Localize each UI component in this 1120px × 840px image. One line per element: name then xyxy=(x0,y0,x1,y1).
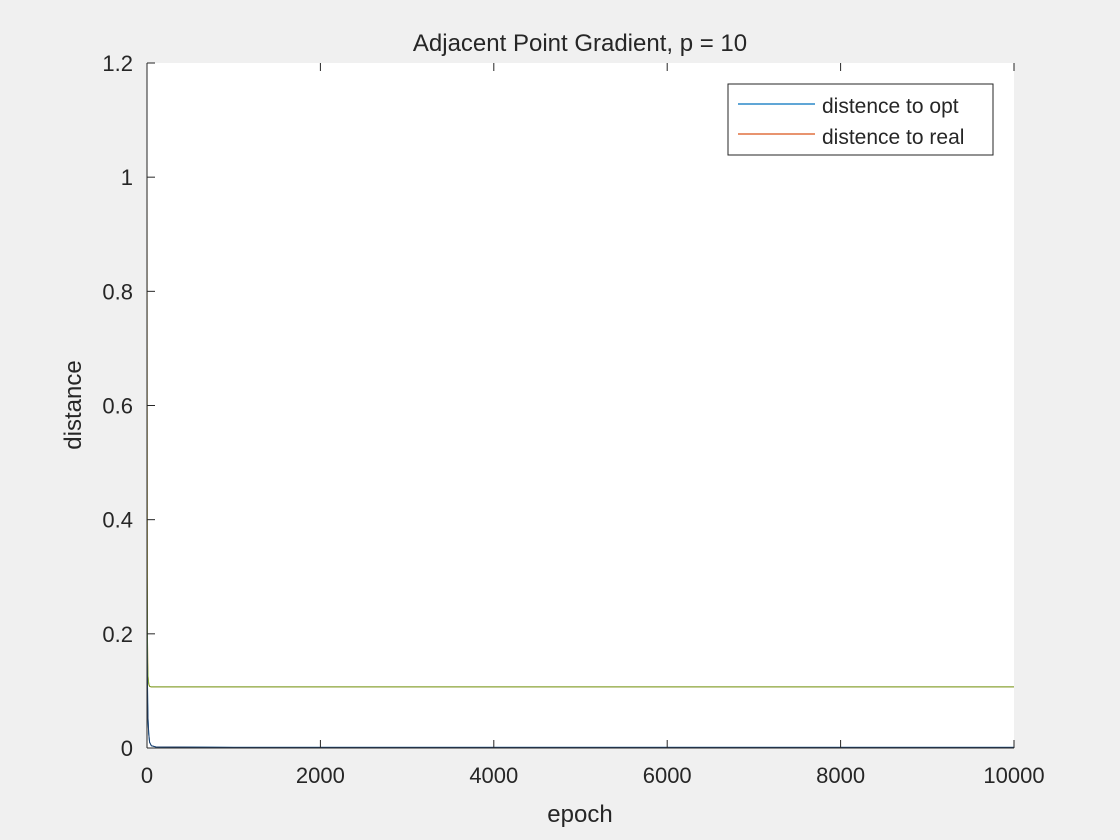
y-tick-label: 0.8 xyxy=(102,279,133,304)
chart-title: Adjacent Point Gradient, p = 10 xyxy=(413,30,747,57)
y-tick-label: 1.2 xyxy=(102,51,133,76)
legend-label-real: distence to real xyxy=(822,126,964,149)
x-tick-label: 8000 xyxy=(816,763,865,788)
y-tick-label: 0.2 xyxy=(102,622,133,647)
y-tick-label: 1 xyxy=(121,165,133,190)
y-tick-label: 0 xyxy=(121,736,133,761)
y-ticks: 0 0.2 0.4 0.6 0.8 1 1.2 xyxy=(102,51,155,761)
x-tick-label: 10000 xyxy=(983,763,1044,788)
x-tick-label: 2000 xyxy=(296,763,345,788)
legend-box xyxy=(727,83,994,156)
x-tick-label: 4000 xyxy=(469,763,518,788)
y-axis-label: distance xyxy=(60,360,87,449)
plot-area xyxy=(147,63,1014,748)
x-axis-label: epoch xyxy=(547,801,612,828)
x-tick-label: 6000 xyxy=(643,763,692,788)
y-tick-label: 0.4 xyxy=(102,508,133,533)
y-tick-label: 0.6 xyxy=(102,394,133,419)
x-ticks: 0 2000 4000 6000 8000 10000 xyxy=(141,63,1045,788)
legend-label-opt: distence to opt xyxy=(822,95,959,118)
x-tick-label: 0 xyxy=(141,763,153,788)
legend: distence to opt distence to real xyxy=(727,83,994,156)
